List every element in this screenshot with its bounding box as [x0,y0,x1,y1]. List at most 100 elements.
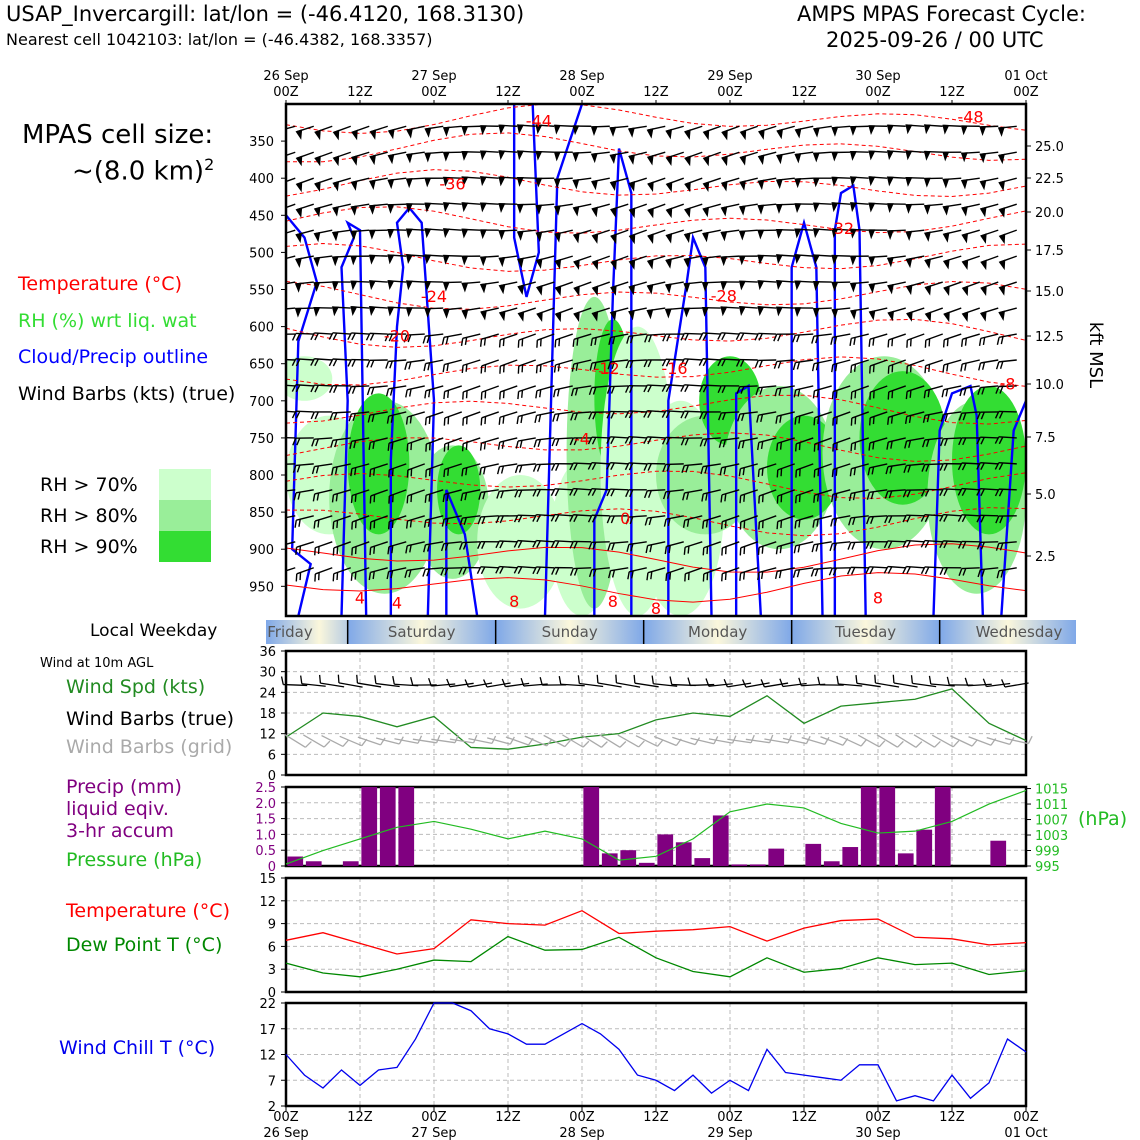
barb-feather [556,388,560,397]
barb-feather [387,443,390,451]
barb-feather [648,517,653,526]
barb-feather [735,332,741,341]
wind-barb [996,567,1017,579]
wind-barb [643,359,666,368]
wind-barb [532,514,555,523]
barb-flag [757,306,765,317]
barb-feather [535,390,538,399]
barb-shaft [690,683,715,687]
barb-feather [330,440,334,448]
precip-axis-tick-label: 2.0 [255,797,276,812]
rh-area [859,371,946,505]
barb-feather [850,567,856,575]
wind-barb [721,567,740,582]
grid-wind-barb [303,734,331,748]
wind-barb [957,514,980,523]
wind-barb [387,177,407,190]
wind-barb [517,385,536,400]
barb-feather [721,547,724,556]
barb-feather [943,540,948,549]
barb-feather [702,385,708,393]
barb-feather [852,492,856,501]
wind-barb [424,151,444,163]
barb-feather [722,439,727,448]
wind-barb [939,462,962,471]
barb-flag [332,155,340,167]
barb-flag [923,150,931,161]
wind-barb [998,177,1017,192]
barb-feather [333,385,338,394]
barb-shaft [764,738,789,744]
cloud-outline [1000,400,1026,616]
wind-barb [702,515,721,529]
wind-barb [569,462,592,471]
wind-barb [516,150,536,161]
barb-feather [596,674,599,684]
barb-feather [347,359,352,367]
barb-shaft [796,463,814,471]
barb-shaft [759,515,777,523]
barb-shaft [468,737,493,745]
barb-feather [279,572,284,580]
wind-barb [591,281,610,297]
barb-feather [460,493,464,502]
wind-barb [906,359,925,374]
wind-barb [942,255,962,270]
barb-shaft [554,488,573,491]
barb-feather [462,391,464,400]
barb-feather [961,462,967,471]
barb-shaft [961,411,980,414]
barb-feather [536,464,541,472]
bottom-time-tick: 12Z [347,1110,373,1125]
barb-feather [557,363,560,372]
barb-flag [924,285,932,296]
kft-tick-label: 15.0 [1035,285,1064,300]
barb-feather [555,463,560,471]
barb-feather [996,570,1000,579]
barb-feather [1000,336,1004,345]
barb-flag [368,229,376,240]
top-date-label: 29 Sep [707,69,752,84]
barb-flag [665,258,672,269]
barb-feather [870,491,875,500]
barb-feather [422,569,426,577]
barb-feather [275,519,279,526]
barb-flag [295,232,303,244]
wind-barb [332,125,351,141]
wind-barb [793,385,814,398]
wind-barb [738,203,758,216]
top-time-tick: 12Z [643,85,669,100]
barb-flag [331,306,339,317]
wind-barb [718,411,740,421]
grid-wind-barb [431,734,459,744]
barb-feather [477,516,482,525]
barb-shaft [481,463,499,469]
wind-speed-axis-tick-label: 30 [259,666,276,681]
barb-feather [647,436,652,445]
barb-feather [280,676,284,685]
barb-shaft [906,437,925,442]
barb-feather [389,360,393,369]
barb-flag [776,153,783,165]
wind-barb [754,359,777,368]
wind-barb [572,177,592,190]
barb-feather [925,464,930,472]
wind-barb [347,358,370,367]
barb-shaft [468,682,493,688]
weekday-label-5: Wednesday [976,623,1063,641]
barb-feather [476,566,482,574]
barb-shaft [887,463,906,468]
barb-flag [720,206,728,217]
wind-barb [868,255,888,267]
grid-wind-barb [284,734,312,748]
barb-shaft [554,437,573,440]
barb-flag [757,280,765,291]
barb-feather [495,540,500,549]
barb-feather [998,462,1004,471]
barb-flag [573,311,580,322]
barb-shaft [758,385,777,389]
barb-feather [644,517,649,526]
wind-barb [424,385,444,399]
barb-feather [388,333,393,342]
barb-flag [424,280,432,291]
